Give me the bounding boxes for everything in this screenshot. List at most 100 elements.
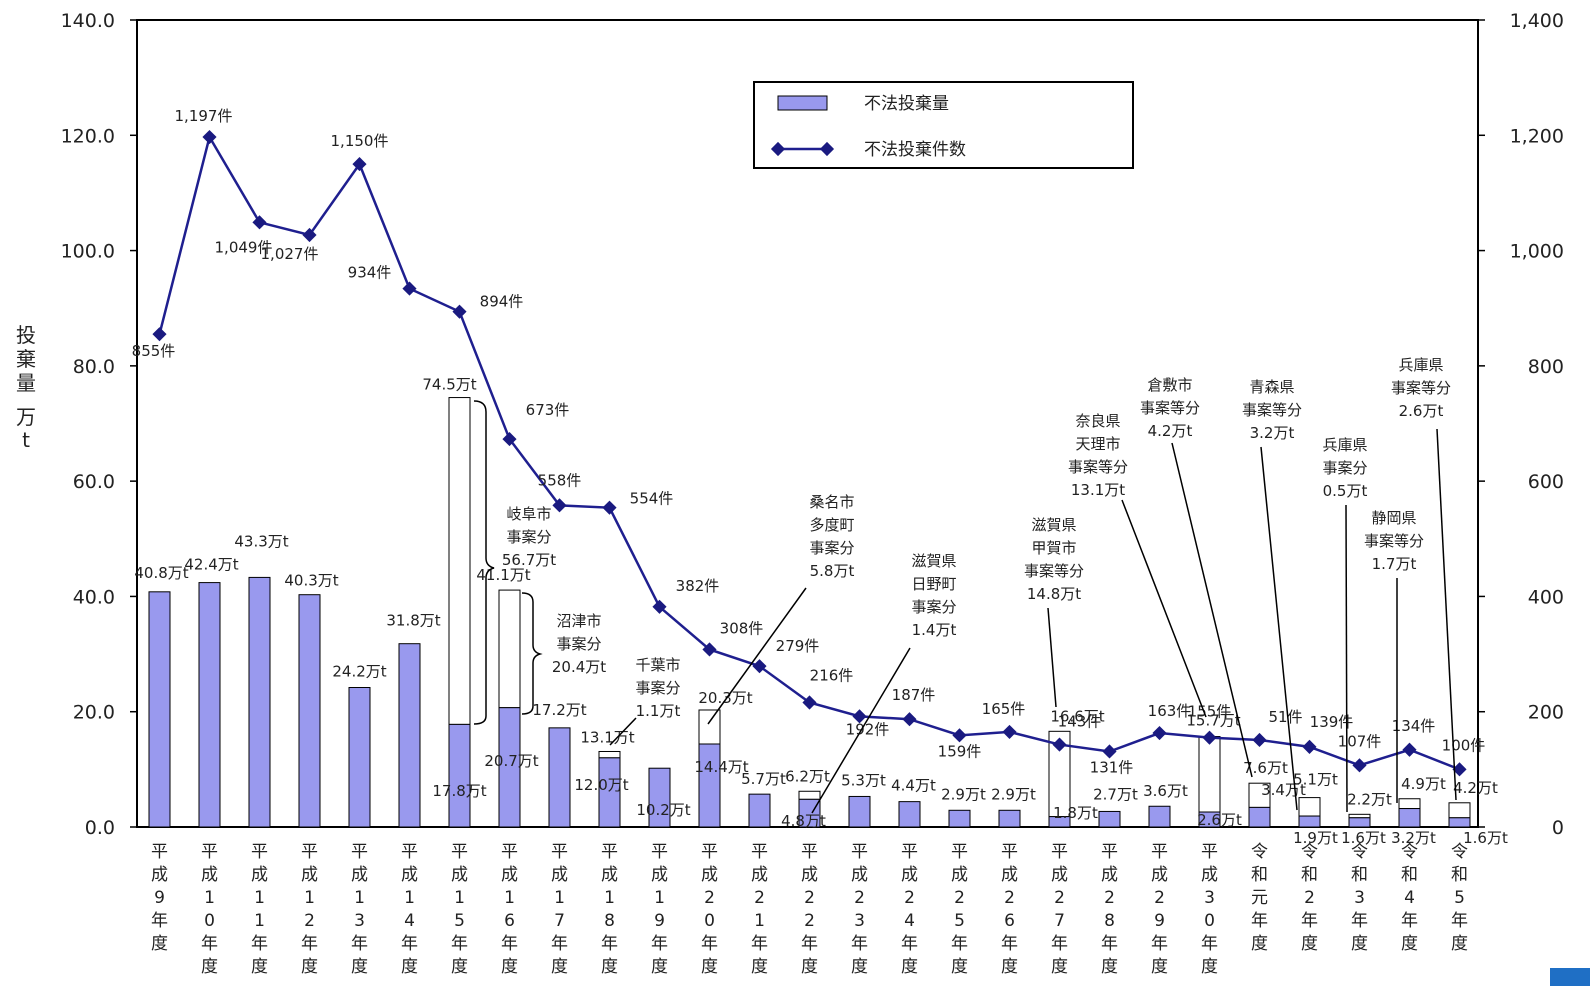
- bar-base-segment: [798, 798, 821, 828]
- category-label-char: 平: [1151, 842, 1168, 862]
- bar-total-label: 40.3万t: [284, 572, 338, 590]
- category-label-char: 平: [551, 842, 568, 862]
- category-label-char: 成: [951, 865, 968, 885]
- bar-base-segment: [1048, 816, 1071, 828]
- bar-base-segment: [448, 723, 471, 828]
- annotation-text: 甲賀市: [1031, 539, 1076, 557]
- case-point: [202, 129, 217, 145]
- category-label-char: 和: [1451, 865, 1468, 885]
- case-label: 187件: [892, 686, 936, 704]
- category-label-char: 平: [701, 842, 718, 862]
- bar-base-label: 3.2万t: [1391, 829, 1436, 847]
- category-label-char: 平: [651, 842, 668, 862]
- annotation-text: 兵庫県: [1322, 436, 1367, 454]
- annotation-text: 0.5万t: [1323, 482, 1368, 500]
- category-label-char: 度: [351, 957, 368, 977]
- category-label-char: 年: [151, 911, 168, 931]
- case-point: [702, 642, 717, 657]
- bar-total-label: 2.7万t: [1093, 785, 1138, 803]
- category-label-char: 年: [801, 934, 818, 954]
- category-label-char: 平: [1051, 842, 1068, 862]
- left-tick-label: 140.0: [61, 10, 115, 32]
- category-label-char: 度: [1151, 957, 1168, 977]
- bar-base-label: 17.8万t: [432, 782, 486, 800]
- case-label: 139件: [1310, 713, 1354, 731]
- annotation-leader: [1260, 446, 1298, 811]
- case-label: 163件: [1148, 702, 1192, 720]
- annotation-text: 奈良県: [1075, 412, 1120, 430]
- category-label-char: 1: [604, 888, 615, 908]
- case-label: 558件: [538, 471, 582, 489]
- case-point: [152, 327, 167, 342]
- bar-total-label: 43.3万t: [234, 532, 288, 550]
- right-tick-label: 1,000: [1510, 241, 1564, 263]
- bar-base-segment: [1448, 817, 1471, 828]
- bar-total-label: 7.6万t: [1243, 759, 1288, 777]
- case-label: 554件: [630, 490, 674, 508]
- case-point: [1152, 725, 1167, 741]
- category-label-char: 度: [201, 957, 218, 977]
- bar-base-segment: [148, 591, 171, 828]
- category-label-char: 年: [1151, 934, 1168, 954]
- category-label-char: 年: [251, 934, 268, 954]
- case-point: [552, 498, 567, 513]
- category-label-char: 2: [1054, 888, 1065, 908]
- bar-base-segment: [1148, 805, 1171, 828]
- category-label-char: 度: [401, 957, 418, 977]
- category-label-char: 平: [401, 842, 418, 862]
- bar-base-segment: [198, 582, 221, 828]
- category-label-char: 度: [1051, 957, 1068, 977]
- category-label-char: 度: [851, 957, 868, 977]
- case-label: 855件: [132, 342, 176, 360]
- annotation-text: 事案等分: [1068, 458, 1128, 476]
- case-label: 51件: [1268, 708, 1302, 726]
- annotation-leader: [609, 717, 637, 746]
- category-label-char: 年: [351, 934, 368, 954]
- brace-heisei15: [473, 400, 495, 725]
- bar-base-segment: [1398, 808, 1421, 828]
- category-label-char: 和: [1351, 865, 1368, 885]
- annotation-text: 13.1万t: [1071, 481, 1125, 499]
- case-label: 308件: [720, 619, 764, 637]
- case-point: [1452, 762, 1467, 777]
- bar-base-label: 1.6万t: [1341, 829, 1386, 847]
- case-point: [902, 712, 917, 727]
- left-tick-label: 80.0: [73, 356, 115, 378]
- case-label: 100件: [1442, 736, 1486, 754]
- case-point: [402, 281, 417, 296]
- bar-base-segment: [248, 576, 271, 828]
- bar-base-segment: [548, 727, 571, 828]
- category-label-char: 平: [201, 842, 218, 862]
- annotation-text: 日野町: [911, 575, 956, 593]
- category-label-char: 年: [1301, 911, 1318, 931]
- category-label-char: 9: [1154, 911, 1165, 931]
- case-point: [1002, 724, 1017, 739]
- legend-line-marker: [819, 141, 835, 157]
- bar-base-segment: [298, 594, 321, 828]
- category-label-char: 年: [1201, 934, 1218, 954]
- case-label: 673件: [526, 401, 570, 419]
- category-label-char: 度: [901, 957, 918, 977]
- right-tick-label: 600: [1528, 471, 1564, 493]
- category-label-char: 年: [1251, 911, 1268, 931]
- category-label-char: 成: [1101, 865, 1118, 885]
- category-label-char: 度: [1351, 934, 1368, 954]
- category-label-char: 度: [451, 957, 468, 977]
- annotation-text: 14.8万t: [1027, 585, 1081, 603]
- category-label-char: 平: [851, 842, 868, 862]
- category-label-char: 年: [1351, 911, 1368, 931]
- annotation-text: 青森県: [1249, 378, 1294, 396]
- brace-heisei16: [521, 592, 543, 715]
- bar-base-label: 10.2万t: [636, 801, 690, 819]
- bar-base-segment: [348, 687, 371, 828]
- annotation-leader: [1171, 442, 1253, 778]
- category-label-char: 度: [751, 957, 768, 977]
- category-label-char: 5: [1454, 888, 1465, 908]
- bar-base-segment: [698, 743, 721, 828]
- case-point: [352, 157, 367, 172]
- category-label-char: 年: [701, 934, 718, 954]
- annotation-text: 事案分: [556, 635, 601, 653]
- category-label-char: 元: [1251, 888, 1268, 908]
- left-tick-label: 40.0: [73, 586, 115, 608]
